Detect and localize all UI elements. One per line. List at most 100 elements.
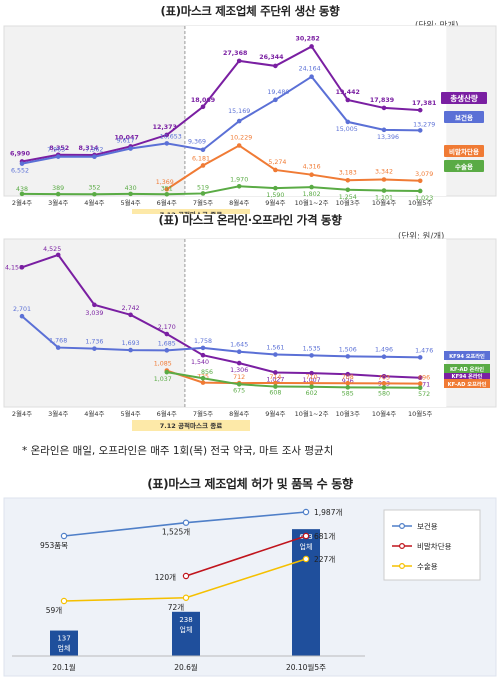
data-point <box>417 188 423 194</box>
data-point <box>200 345 206 351</box>
data-label: 1,496 <box>375 347 393 354</box>
data-point <box>55 252 61 258</box>
data-label: 9,369 <box>188 139 206 146</box>
data-label: 1,306 <box>230 367 248 374</box>
data-label: 5,274 <box>268 159 286 166</box>
data-point <box>200 375 206 381</box>
data-label: 10,229 <box>230 134 252 141</box>
data-label: 953품목 <box>40 541 68 550</box>
bar-unit: 업체 <box>300 543 313 551</box>
data-point <box>381 374 387 379</box>
data-point <box>128 146 133 151</box>
data-label: 714 <box>269 374 281 381</box>
series-line <box>166 371 421 389</box>
marker-box <box>132 209 250 214</box>
data-label: 1,802 <box>303 191 321 198</box>
chart3-title: (표)마스크 제조업체 허가 및 품목 수 동향 <box>147 477 353 491</box>
data-point <box>345 385 351 390</box>
data-label: 19,480 <box>267 89 289 96</box>
data-label: 351 <box>161 185 173 192</box>
data-point <box>92 154 97 159</box>
series-line <box>166 369 421 385</box>
x-tick-label: 4월4주 <box>84 198 104 207</box>
x-tick-label: 5월4주 <box>120 198 140 207</box>
x-tick-label: 5월4주 <box>120 409 140 418</box>
legend-label: KF94 온라인 <box>452 372 483 380</box>
data-label: 710 <box>306 374 318 381</box>
marker-box <box>132 420 250 431</box>
data-point <box>309 380 314 386</box>
data-label: 681개 <box>314 531 335 541</box>
data-point <box>164 141 170 146</box>
data-point <box>200 380 206 385</box>
data-label: 1,768 <box>49 338 67 345</box>
post-marker-region <box>184 239 447 407</box>
legend-label: 비말차단용 <box>417 541 452 551</box>
data-point <box>417 128 423 133</box>
series-line <box>21 315 421 359</box>
data-label: 4,525 <box>43 246 61 253</box>
data-label: 27,368 <box>223 50 247 57</box>
data-label: 352 <box>88 184 100 191</box>
legend-label: 수술용 <box>417 562 438 571</box>
legend-label: 보건용 <box>417 521 438 531</box>
data-point <box>19 313 25 319</box>
x-tick-label: 6월4주 <box>157 409 177 418</box>
data-point <box>55 154 61 159</box>
data-label: 120개 <box>155 572 176 582</box>
data-point <box>417 178 423 184</box>
data-label: 8,352 <box>49 145 69 152</box>
data-label: 712 <box>233 374 245 381</box>
legend-marker <box>399 562 406 569</box>
data-point <box>309 384 314 390</box>
data-point <box>273 185 278 191</box>
data-label: 389 <box>52 185 64 192</box>
data-label: 1,254 <box>339 194 357 201</box>
data-label: 871 <box>418 382 430 389</box>
data-point <box>381 354 387 360</box>
data-point <box>381 188 387 193</box>
chart1-svg: 2월4주 3월4주 4월4주 5월4주 6월4주 7월5주 8월4주 9월4주 10월1~2주 1… <box>3 25 497 214</box>
legend-label: 총생산량 <box>450 93 478 103</box>
data-label: 438 <box>16 186 28 193</box>
data-point <box>200 147 206 153</box>
data-point <box>309 184 314 190</box>
legend-label: KF94 오프라인 <box>449 352 485 360</box>
data-point <box>302 508 310 516</box>
data-point <box>236 360 242 366</box>
data-point <box>55 191 61 197</box>
data-label: 17,839 <box>370 97 394 104</box>
data-label: 1,476 <box>415 347 433 354</box>
data-point <box>128 191 133 197</box>
bar-unit: 업체 <box>180 626 193 634</box>
data-label: 675 <box>233 387 245 394</box>
x-tick-label: 10월3주 <box>336 198 360 207</box>
data-point <box>273 370 278 375</box>
data-point <box>417 355 423 360</box>
data-label: 2,742 <box>122 305 140 312</box>
data-label: 1,540 <box>191 359 209 366</box>
data-label: 1,535 <box>303 345 321 352</box>
data-label: 1,561 <box>266 345 284 352</box>
data-label: 1,023 <box>415 195 433 202</box>
data-point <box>345 119 351 125</box>
survey-note: * 온라인은 매일, 오프라인은 매주 1회(목) 전국 약국, 마트 조사 평… <box>22 445 334 457</box>
data-point <box>182 594 190 601</box>
data-label: 572 <box>418 391 430 398</box>
marker-label: 7.12 공적마스크 종료 <box>160 421 222 430</box>
bar-unit: 업체 <box>58 645 71 653</box>
data-label: 3,079 <box>415 171 433 178</box>
bar-value: 137 <box>57 635 70 643</box>
data-point <box>164 186 170 192</box>
data-label: 3,342 <box>375 168 393 175</box>
data-point <box>200 352 206 358</box>
legend-marker <box>399 542 406 549</box>
data-label: 1,369 <box>156 179 174 186</box>
x-tick-label: 2월4주 <box>12 409 32 418</box>
data-label: 1,987개 <box>314 507 342 517</box>
legend-box <box>444 364 490 373</box>
data-point <box>19 161 25 166</box>
chart2-svg: 2월4주 3월4주 4월4주 5월4주 6월4주 7월5주 8월4주 9월4주 10월1~2주 1… <box>3 238 497 431</box>
data-point <box>182 572 190 580</box>
data-point <box>417 375 423 381</box>
